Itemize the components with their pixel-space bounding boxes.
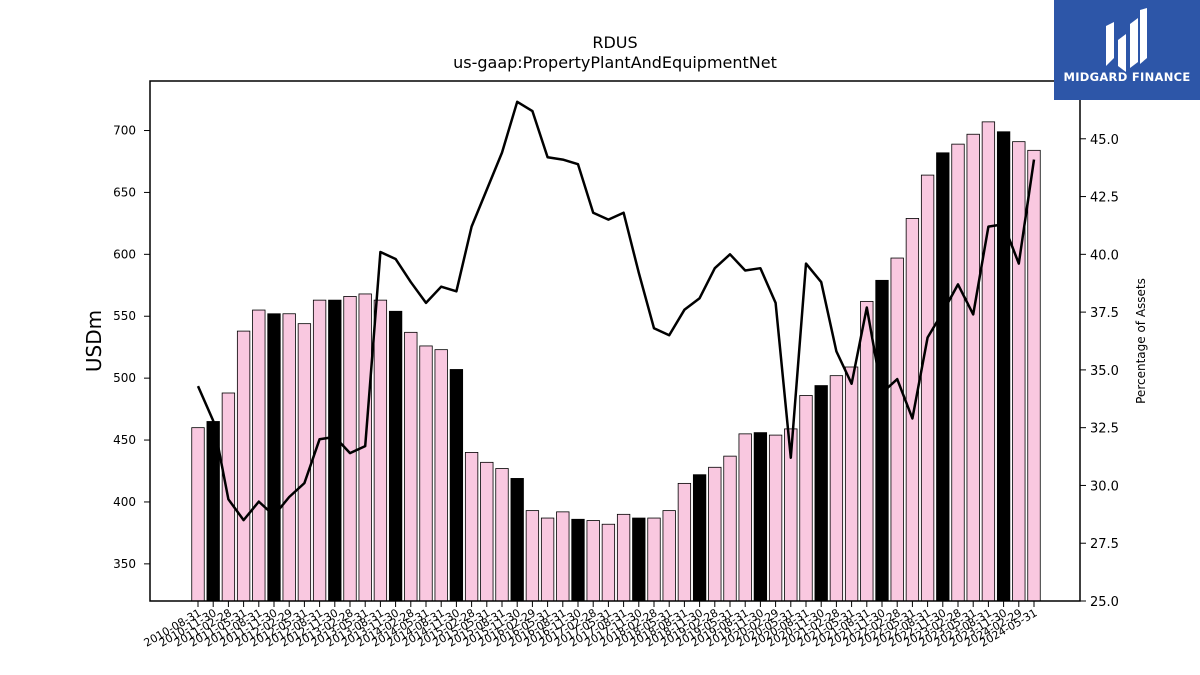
y-axis-label: USDm bbox=[82, 310, 106, 372]
plot-frame bbox=[149, 80, 1081, 602]
bar bbox=[829, 375, 844, 602]
bar bbox=[510, 478, 524, 602]
bar bbox=[662, 510, 676, 602]
y2-tick-label: 27.5 bbox=[1090, 537, 1119, 552]
bar bbox=[571, 518, 585, 602]
bar bbox=[814, 385, 828, 602]
y-tick-label: 450 bbox=[113, 433, 136, 447]
bar bbox=[844, 366, 859, 602]
bar bbox=[723, 455, 737, 602]
bar bbox=[860, 300, 874, 602]
bar bbox=[936, 152, 950, 602]
bar bbox=[799, 395, 813, 602]
bar bbox=[738, 433, 752, 602]
line-layer bbox=[196, 100, 1036, 522]
bar bbox=[282, 313, 296, 602]
percentage-line bbox=[196, 100, 1036, 522]
bar bbox=[890, 257, 904, 602]
y2-tick-label: 25.0 bbox=[1090, 595, 1119, 610]
y-tick-label: 350 bbox=[113, 557, 136, 571]
y-axis: 350 400 450 500 550 600 650 700 bbox=[113, 124, 150, 571]
bar bbox=[434, 349, 448, 602]
y2-tick-label: 30.0 bbox=[1090, 479, 1119, 494]
bar bbox=[647, 517, 661, 602]
x-axis: 2010-08-312010-11-302011-02-282011-05-31… bbox=[142, 601, 1040, 650]
bar bbox=[267, 313, 281, 602]
midgard-finance-logo: MIDGARD FINANCE bbox=[1054, 0, 1200, 100]
y-tick-label: 400 bbox=[113, 495, 136, 509]
bar bbox=[951, 143, 965, 602]
bar bbox=[236, 330, 251, 602]
chart-title: RDUS bbox=[592, 33, 638, 52]
bar bbox=[981, 121, 996, 602]
bar bbox=[692, 474, 707, 602]
bar bbox=[191, 427, 205, 602]
y2-tick-label: 37.5 bbox=[1090, 306, 1119, 321]
bar bbox=[556, 511, 570, 602]
bar bbox=[404, 331, 418, 602]
bar bbox=[480, 461, 494, 602]
bar bbox=[586, 520, 600, 602]
logo-text: MIDGARD FINANCE bbox=[1063, 70, 1191, 84]
y-tick-label: 500 bbox=[113, 371, 136, 385]
bar bbox=[449, 369, 464, 602]
bar bbox=[632, 517, 646, 602]
bar bbox=[1027, 149, 1041, 602]
bar bbox=[920, 174, 935, 602]
bar bbox=[875, 279, 889, 602]
bar bbox=[252, 309, 266, 602]
y2-tick-label: 35.0 bbox=[1090, 364, 1119, 379]
bars-layer bbox=[191, 121, 1041, 602]
bar bbox=[753, 432, 768, 602]
bar bbox=[996, 131, 1011, 602]
logo-mark-icon bbox=[1106, 8, 1147, 72]
bar bbox=[464, 452, 479, 602]
y-tick-label: 700 bbox=[113, 124, 136, 138]
bar bbox=[601, 523, 616, 602]
bar bbox=[768, 434, 783, 602]
y-tick-label: 600 bbox=[113, 247, 136, 261]
y2-axis-label: Percentage of Assets bbox=[1134, 278, 1148, 404]
y2-tick-label: 42.5 bbox=[1090, 191, 1119, 206]
y2-tick-label: 45.0 bbox=[1090, 133, 1119, 148]
bar bbox=[616, 513, 631, 602]
bar bbox=[525, 510, 540, 602]
chart-subtitle: us-gaap:PropertyPlantAndEquipmentNet bbox=[453, 53, 777, 72]
bar bbox=[419, 345, 433, 602]
bar bbox=[1012, 141, 1026, 602]
bar bbox=[328, 299, 342, 602]
y2-tick-label: 40.0 bbox=[1090, 248, 1119, 263]
bar bbox=[966, 133, 980, 602]
y2-axis: 25.0 27.5 30.0 32.5 35.0 37.5 40.0 42.5 45.0 bbox=[1080, 133, 1119, 610]
bar bbox=[540, 517, 555, 602]
y-tick-label: 650 bbox=[113, 185, 136, 199]
bar bbox=[708, 466, 722, 602]
bar bbox=[297, 323, 312, 602]
bar bbox=[373, 299, 388, 602]
y-tick-label: 550 bbox=[113, 309, 136, 323]
bar bbox=[677, 482, 692, 602]
bar bbox=[495, 468, 509, 602]
bar bbox=[388, 310, 403, 602]
y2-tick-label: 32.5 bbox=[1090, 422, 1119, 437]
